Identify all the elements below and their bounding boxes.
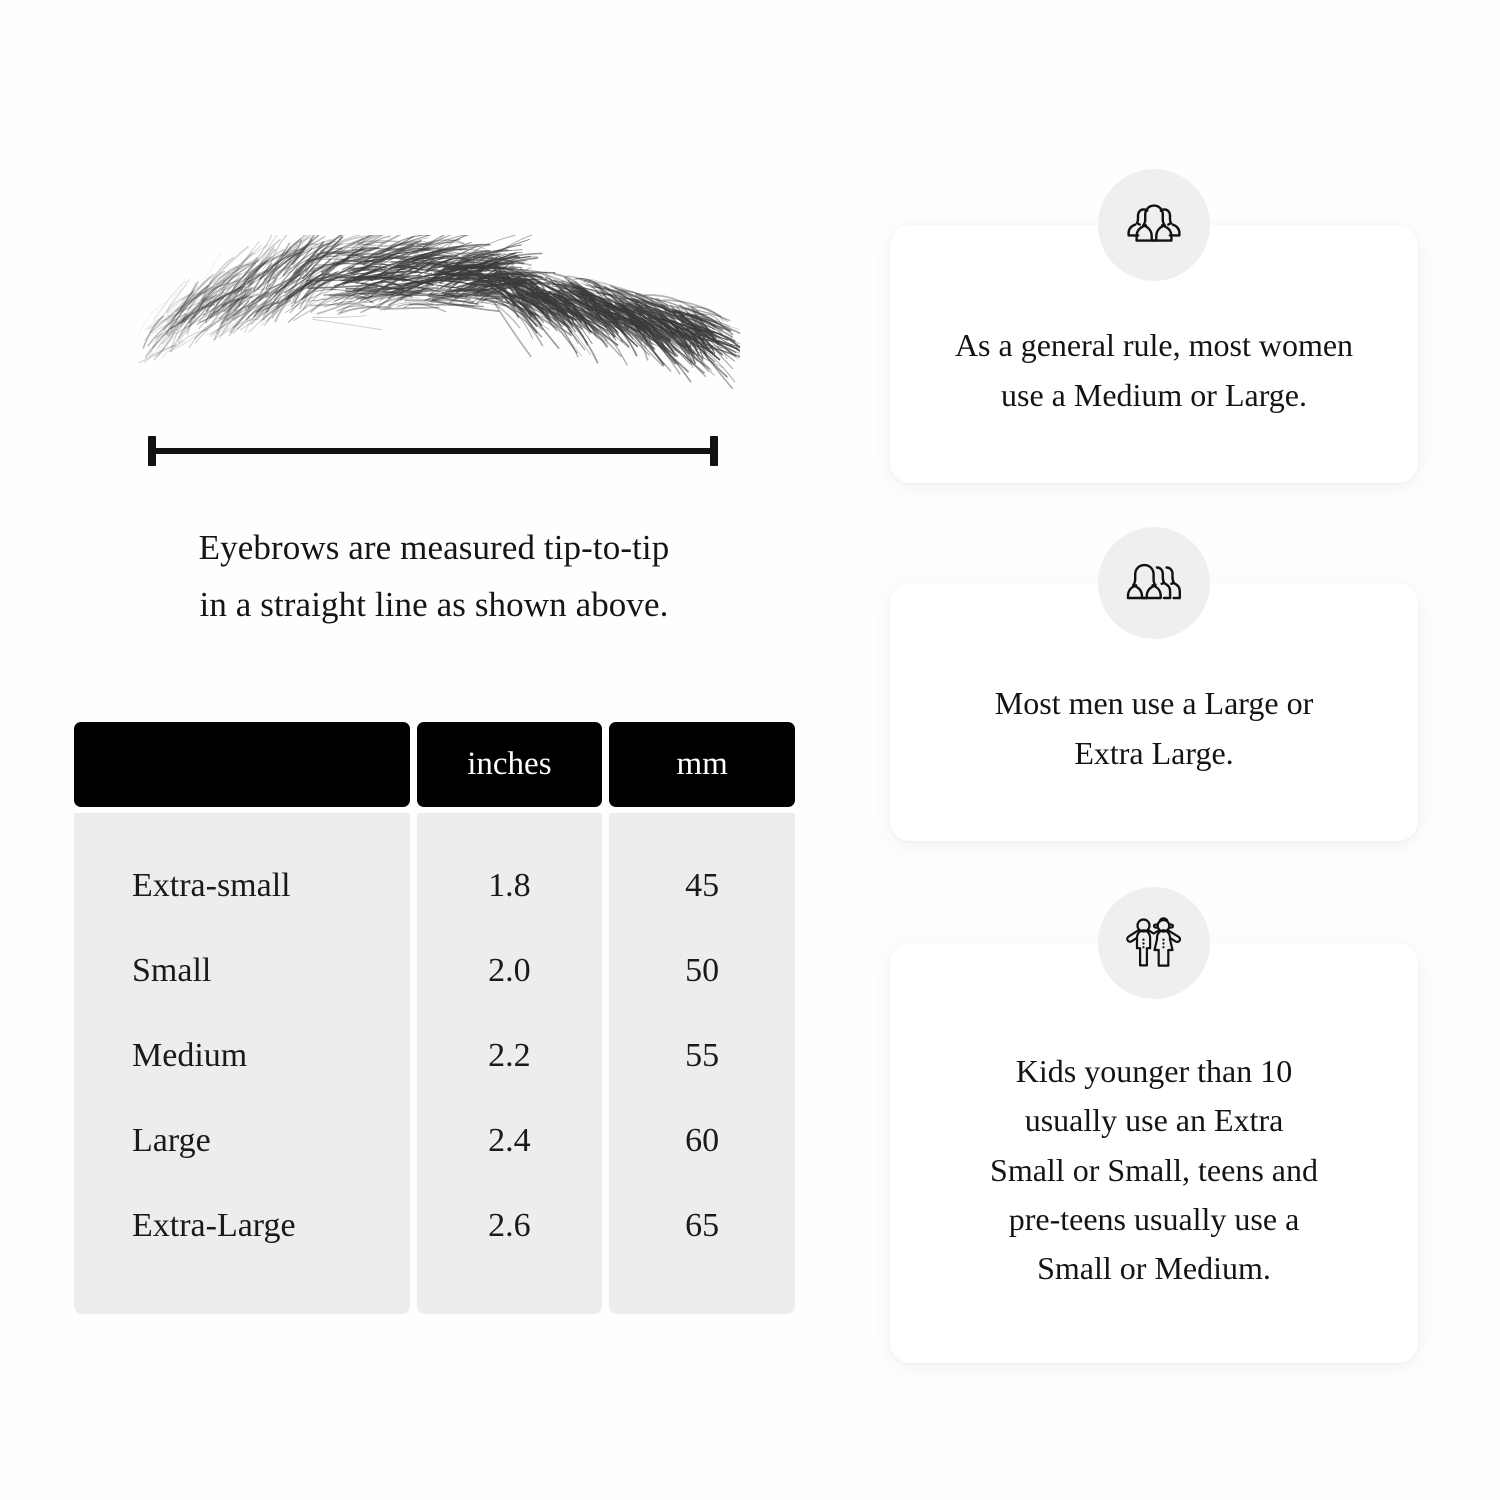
- table-cell-mm: 60: [685, 1121, 720, 1159]
- measurement-caption: Eyebrows are measured tip-to-tip in a st…: [74, 520, 794, 633]
- table-header-size: [74, 722, 410, 807]
- table-cell-inches: 1.8: [488, 866, 531, 904]
- table-cell-inches: 2.4: [488, 1121, 531, 1159]
- table-cell-size: Extra-small: [132, 866, 291, 904]
- info-card-body: Kids younger than 10 usually use an Extr…: [890, 887, 1418, 1364]
- table-column-mm: 45 50 55 60 65: [609, 813, 795, 1314]
- guidance-panel: As a general rule, most women use a Medi…: [830, 0, 1500, 1500]
- table-cell-size: Medium: [132, 1036, 248, 1074]
- table-header-inches: inches: [416, 722, 603, 807]
- table-body: Extra-small Small Medium Large Extra-Lar…: [74, 813, 795, 1314]
- info-card-kids: Kids younger than 10 usually use an Extr…: [890, 887, 1418, 1364]
- table-header-mm: mm: [609, 722, 795, 807]
- table-column-inches: 1.8 2.0 2.2 2.4 2.6: [416, 813, 603, 1314]
- info-card-line-4: pre-teens usually use a: [1008, 1200, 1300, 1237]
- table-cell-mm: 45: [685, 866, 720, 904]
- info-card-women: As a general rule, most women use a Medi…: [890, 169, 1418, 483]
- women-group-icon: [1098, 169, 1210, 281]
- info-card-text: Most men use a Large or Extra Large.: [930, 679, 1378, 779]
- eyebrow-illustration: [120, 235, 740, 415]
- info-card-line-2: usually use an Extra: [1024, 1102, 1284, 1139]
- caption-line-1: Eyebrows are measured tip-to-tip: [198, 528, 670, 567]
- kids-group-icon: [1098, 887, 1210, 999]
- table-header-row: inches mm: [74, 722, 795, 807]
- info-card-body: As a general rule, most women use a Medi…: [890, 169, 1418, 483]
- table-cell-size: Extra-Large: [132, 1206, 296, 1244]
- info-card-line-5: Small or Medium.: [1037, 1250, 1271, 1287]
- info-card-text: As a general rule, most women use a Medi…: [930, 321, 1378, 421]
- table-cell-mm: 55: [685, 1036, 720, 1074]
- info-card-line-1: Most men use a Large or: [994, 685, 1314, 721]
- table-column-size: Extra-small Small Medium Large Extra-Lar…: [74, 813, 410, 1314]
- table-cell-mm: 65: [685, 1206, 720, 1244]
- info-card-men: Most men use a Large or Extra Large.: [890, 527, 1418, 841]
- info-card-line-2: use a Medium or Large.: [1001, 376, 1307, 413]
- table-cell-inches: 2.2: [488, 1036, 531, 1074]
- size-table: inches mm Extra-small Small Medium Large…: [74, 722, 795, 1314]
- caption-line-2: in a straight line as shown above.: [199, 584, 669, 624]
- table-cell-inches: 2.6: [488, 1206, 531, 1244]
- table-cell-size: Large: [132, 1121, 211, 1159]
- info-card-line-2: Extra Large.: [1074, 734, 1234, 771]
- info-card-line-1: As a general rule, most women: [954, 327, 1354, 363]
- table-cell-mm: 50: [685, 951, 720, 989]
- table-cell-inches: 2.0: [488, 951, 531, 989]
- info-card-body: Most men use a Large or Extra Large.: [890, 527, 1418, 841]
- table-cell-size: Small: [132, 951, 212, 989]
- measurement-panel: Eyebrows are measured tip-to-tip in a st…: [74, 235, 795, 1314]
- info-card-line-1: Kids younger than 10: [1015, 1053, 1293, 1089]
- info-card-line-3: Small or Small, teens and: [990, 1151, 1318, 1188]
- measurement-bar-icon: [148, 432, 718, 468]
- men-group-icon: [1098, 527, 1210, 639]
- info-card-text: Kids younger than 10 usually use an Extr…: [924, 1047, 1384, 1293]
